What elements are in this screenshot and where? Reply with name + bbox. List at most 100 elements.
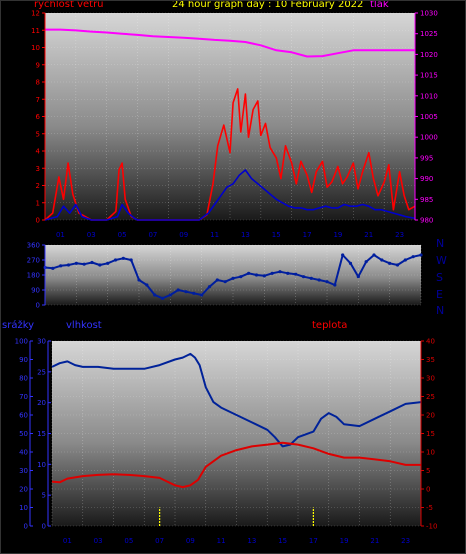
direction-point-24	[231, 276, 235, 280]
direction-point-29	[270, 271, 274, 275]
pressure-right-tick-4: 1000	[420, 134, 438, 142]
wind-hour-label-0: 01	[56, 231, 65, 239]
precip-tick-1: 5	[42, 492, 46, 500]
wind-hour-label-1: 03	[87, 231, 96, 239]
wind-hour-label-10: 21	[364, 231, 373, 239]
direction-point-42	[372, 253, 376, 257]
compass-n: N	[436, 237, 445, 250]
direction-point-14	[153, 293, 157, 297]
wind-panel-background	[45, 13, 415, 220]
wind-hour-label-4: 09	[179, 231, 188, 239]
direction-point-22	[215, 278, 219, 282]
wind-left-tick-1: 1	[36, 199, 40, 207]
wind-speed-label: rychlost větru	[34, 0, 104, 10]
temperature-label: teplota	[312, 320, 348, 331]
direction-point-38	[341, 253, 345, 257]
compass-w: W	[436, 254, 447, 267]
direction-point-44	[388, 261, 392, 265]
direction-point-21	[207, 285, 212, 289]
pressure-right-tick-0: 980	[420, 217, 433, 225]
humidity-hour-label-5: 11	[217, 537, 226, 545]
wind-left-tick-9: 9	[36, 61, 40, 69]
dir-tick-1: 90	[31, 287, 40, 295]
direction-point-32	[294, 272, 298, 276]
humidity-tick-4: 40	[19, 449, 28, 457]
direction-point-8	[106, 261, 110, 265]
wind-left-tick-3: 3	[36, 165, 40, 173]
direction-point-1	[51, 266, 55, 270]
wind-left-tick-10: 10	[31, 44, 40, 52]
direction-point-35	[317, 278, 321, 282]
direction-point-47	[411, 255, 415, 259]
precip-label: srážky	[2, 320, 35, 331]
direction-point-46	[403, 258, 407, 262]
direction-point-25	[239, 275, 243, 279]
humidity-hour-label-1: 03	[94, 537, 103, 545]
humidity-hour-label-3: 07	[155, 537, 164, 545]
compass-s: S	[436, 271, 443, 284]
temperature-tick-9: 35	[426, 356, 435, 364]
direction-point-30	[278, 270, 282, 274]
temperature-tick-2: 0	[426, 486, 430, 494]
direction-point-16	[168, 293, 172, 297]
wind-left-tick-8: 8	[36, 79, 40, 87]
temperature-tick-0: -10	[426, 523, 437, 531]
humidity-hour-label-2: 05	[124, 537, 133, 545]
temperature-tick-7: 25	[426, 393, 435, 401]
humidity-hour-label-11: 23	[401, 537, 410, 545]
dir-tick-4: 360	[27, 242, 40, 250]
direction-point-5	[82, 262, 86, 266]
wind-gust-line	[44, 88, 416, 221]
pressure-right-tick-3: 995	[420, 154, 433, 162]
direction-point-11	[129, 258, 133, 262]
direction-point-19	[192, 291, 196, 295]
dir-tick-0: 0	[36, 302, 40, 310]
direction-point-33	[301, 275, 306, 279]
graph-title: 24 hour graph day : 10 February 2022	[172, 0, 364, 10]
pressure-right-tick-2: 990	[420, 175, 433, 183]
direction-point-34	[309, 276, 313, 280]
humidity-label: vlhkost	[66, 320, 102, 331]
humidity-tick-7: 70	[19, 393, 28, 401]
wind-left-tick-4: 4	[36, 148, 41, 156]
direction-point-6	[90, 260, 94, 265]
pressure-label: tlak	[370, 0, 389, 10]
precip-tick-5: 25	[37, 368, 46, 376]
direction-point-26	[247, 271, 251, 275]
humidity-tick-8: 80	[19, 375, 28, 383]
humidity-tick-5: 50	[19, 430, 28, 438]
compass-e: E	[436, 288, 443, 301]
direction-point-4	[74, 261, 78, 265]
temperature-tick-4: 10	[426, 449, 435, 457]
humidity-hour-label-6: 13	[247, 537, 256, 545]
wind-hour-label-2: 05	[118, 231, 127, 239]
direction-point-27	[254, 273, 259, 277]
pressure-right-tick-9: 1025	[420, 30, 438, 38]
compass-n2: N	[436, 304, 445, 317]
humidity-hour-label-7: 15	[278, 537, 287, 545]
humidity-tick-10: 100	[15, 338, 28, 346]
temperature-tick-10: 40	[426, 338, 435, 346]
humidity-tick-1: 10	[19, 504, 28, 512]
direction-point-36	[325, 280, 329, 284]
wind-left-tick-12: 12	[31, 10, 40, 18]
humidity-tick-0: 0	[24, 523, 28, 531]
wind-left-tick-2: 2	[36, 182, 40, 190]
direction-point-23	[223, 280, 227, 284]
wind-hour-label-8: 17	[303, 231, 312, 239]
direction-point-43	[380, 258, 384, 262]
direction-point-40	[356, 275, 360, 279]
wind-left-tick-6: 6	[36, 113, 41, 121]
wind-hour-label-9: 19	[333, 231, 342, 239]
humidity-tick-3: 30	[19, 467, 28, 475]
temperature-tick-5: 15	[426, 430, 435, 438]
direction-point-18	[184, 290, 188, 294]
pressure-line	[45, 28, 415, 58]
temperature-tick-3: 5	[426, 467, 430, 475]
wind-left-tick-7: 7	[36, 96, 40, 104]
wind-hour-label-6: 13	[241, 231, 250, 239]
temperature-line	[51, 441, 421, 489]
pressure-right-tick-5: 1005	[420, 113, 438, 121]
wind-hour-label-7: 15	[272, 231, 281, 239]
